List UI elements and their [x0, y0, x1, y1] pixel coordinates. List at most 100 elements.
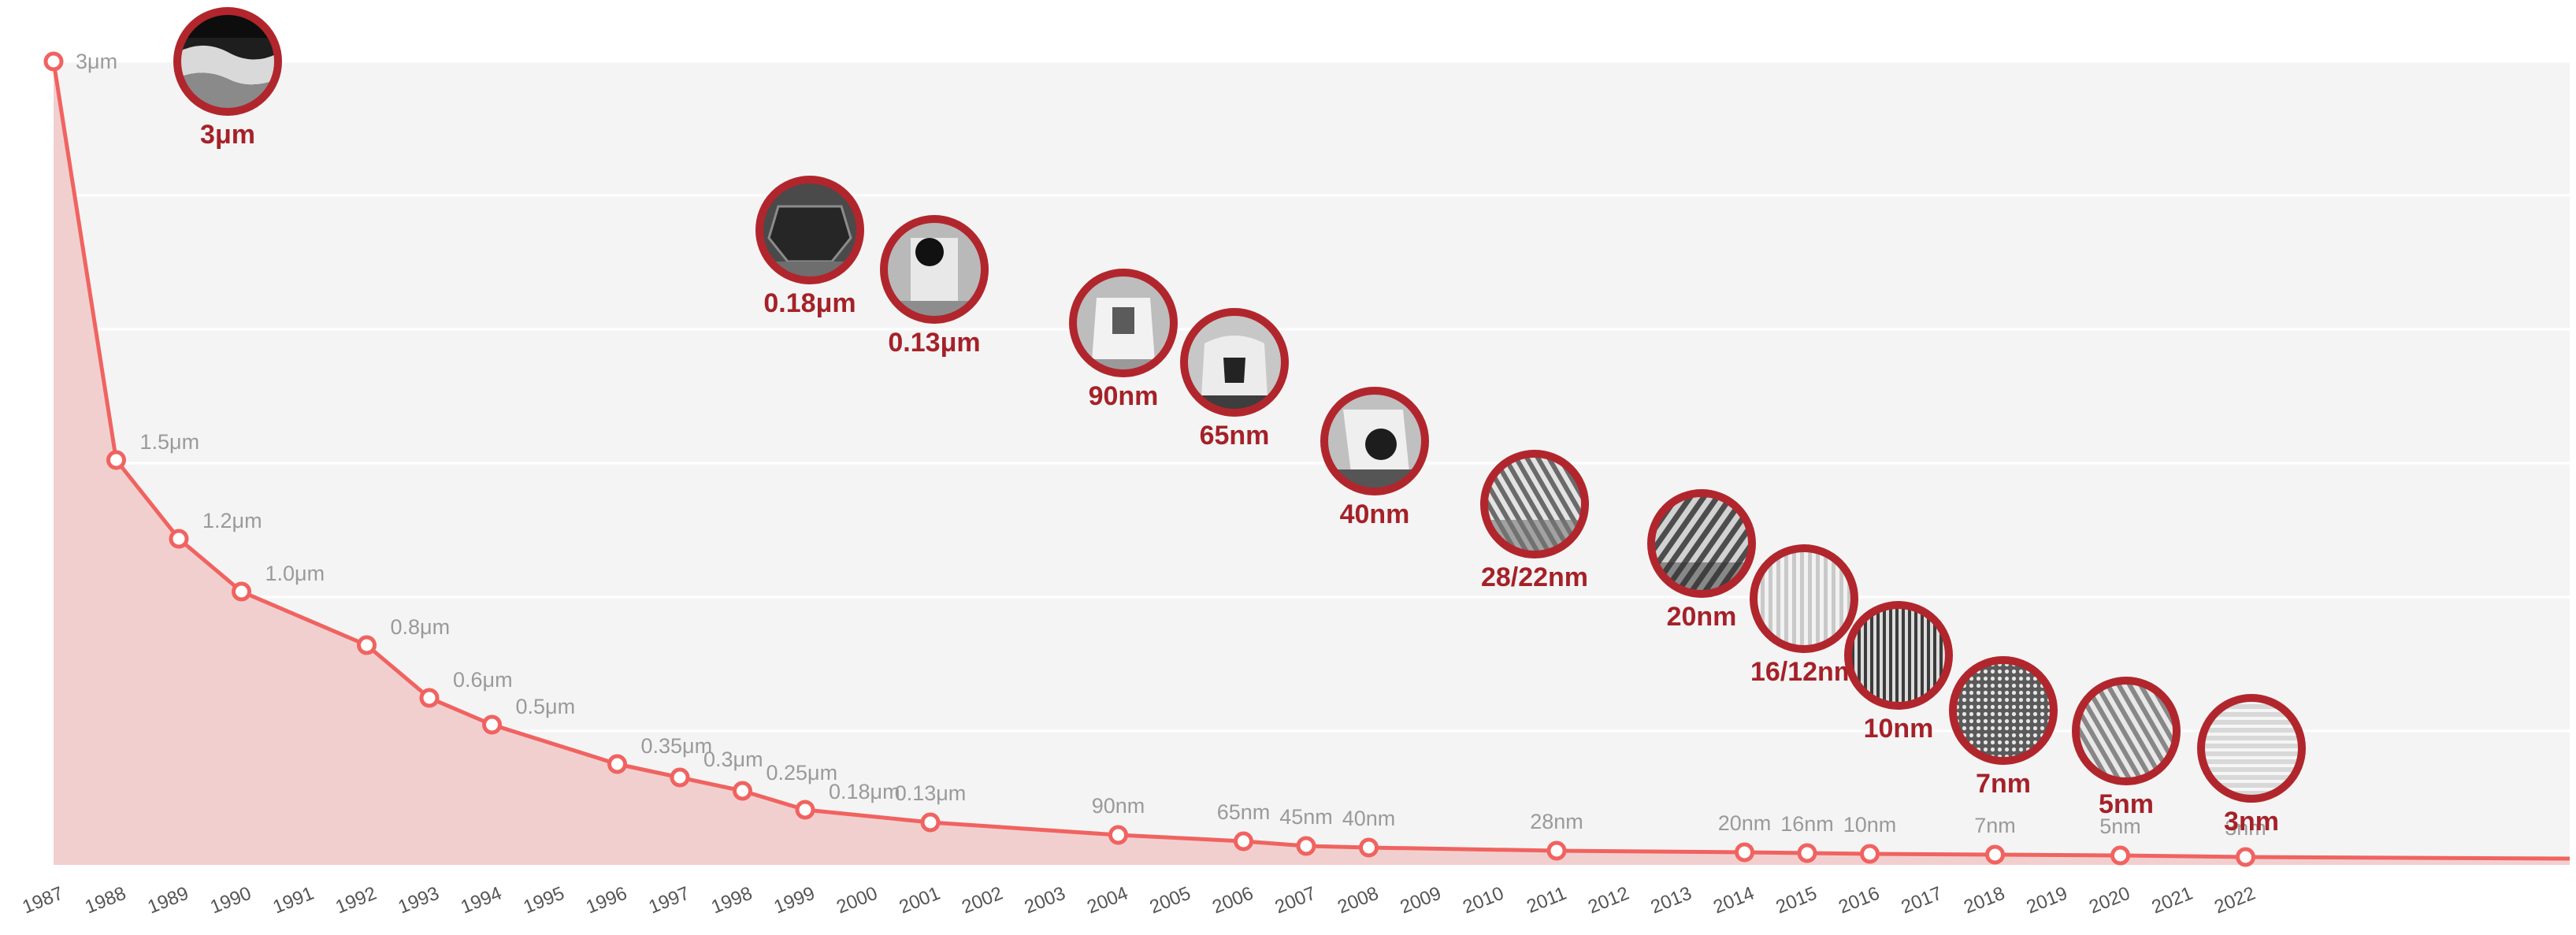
x-tick-label: 2005 [1147, 883, 1194, 918]
x-tick-label: 2004 [1084, 883, 1131, 918]
data-point[interactable] [1234, 831, 1253, 852]
area-fill [54, 61, 2570, 865]
point-label: 5nm [2099, 814, 2141, 838]
point-label: 0.8μm [391, 615, 451, 639]
data-point[interactable] [1359, 837, 1379, 858]
data-point[interactable] [670, 767, 690, 788]
data-point[interactable] [419, 688, 440, 708]
data-point[interactable] [733, 781, 752, 801]
badge-ring [2197, 694, 2306, 803]
badge-label: 16/12nm [1750, 657, 1858, 687]
data-point[interactable] [482, 714, 502, 735]
data-point[interactable] [1797, 843, 1817, 863]
badge-label: 10nm [1864, 714, 1934, 744]
badge-ring [755, 176, 864, 284]
x-tick-label: 2009 [1397, 883, 1445, 918]
point-label: 40nm [1342, 807, 1396, 830]
badge-ring [1750, 544, 1858, 653]
point-label: 3nm [2225, 816, 2266, 840]
point-label: 1.0μm [265, 562, 325, 585]
badge-ring [1949, 656, 2058, 765]
badge-ring [1647, 489, 1756, 598]
badge-label: 0.13μm [888, 328, 980, 358]
x-tick-label: 2006 [1209, 883, 1256, 918]
badge-ring [1180, 308, 1289, 417]
x-tick-label: 1994 [458, 883, 505, 918]
data-points [43, 51, 2255, 867]
x-tick-label: 2021 [2149, 883, 2196, 918]
point-label: 0.25μm [766, 761, 838, 785]
x-tick-label: 2019 [2024, 883, 2071, 918]
x-tick-label: 1998 [708, 883, 755, 918]
point-label: 16nm [1780, 812, 1834, 836]
node-badge: 0.18μm [755, 176, 864, 318]
point-label: 90nm [1092, 794, 1145, 818]
x-tick-label: 1996 [583, 883, 630, 918]
data-point[interactable] [1546, 840, 1567, 861]
node-badge: 20nm [1647, 489, 1756, 632]
area-series [54, 61, 2570, 865]
data-point[interactable] [232, 581, 251, 602]
data-point[interactable] [106, 450, 126, 470]
node-badge: 5nm [2072, 677, 2181, 819]
point-labels: 3μm1.5μm1.2μm1.0μm0.8μm0.6μm0.5μm0.35μm0… [76, 50, 2266, 840]
badge-label: 90nm [1089, 381, 1159, 411]
x-tick-label: 1995 [521, 883, 568, 918]
data-point[interactable] [920, 812, 941, 833]
badge-label: 3μm [200, 120, 255, 150]
point-label: 0.5μm [516, 695, 576, 718]
x-tick-label: 2010 [1460, 883, 1507, 918]
data-point[interactable] [169, 529, 189, 549]
data-point[interactable] [43, 51, 64, 72]
data-point[interactable] [1108, 825, 1128, 845]
node-badge: 10nm [1844, 601, 1953, 744]
badge-ring [1480, 450, 1589, 558]
point-label: 7nm [1974, 814, 2016, 837]
x-tick-label: 1987 [20, 883, 67, 918]
node-badge: 3nm [2197, 694, 2306, 837]
node-badge: 28/22nm [1480, 450, 1589, 592]
x-tick-label: 2020 [2086, 883, 2133, 918]
node-badges: 3μm 0.18μm 0.13μm 90nm 65nm 40nm 28/22nm 20nm 16… [173, 7, 2306, 837]
badge-label: 7nm [1976, 769, 2031, 799]
x-tick-label: 2018 [1961, 883, 2008, 918]
data-point[interactable] [1735, 842, 1754, 863]
x-tick-label: 1997 [646, 883, 693, 918]
x-tick-label: 1990 [207, 883, 254, 918]
data-point[interactable] [1860, 844, 1880, 864]
node-badge: 65nm [1180, 308, 1289, 451]
point-label: 0.3μm [703, 748, 763, 771]
point-label: 28nm [1530, 810, 1583, 833]
point-label: 0.18μm [829, 780, 900, 803]
point-label: 0.35μm [641, 734, 713, 758]
badge-ring [1844, 601, 1953, 710]
data-point[interactable] [1296, 836, 1316, 856]
x-tick-label: 2022 [2211, 883, 2259, 918]
data-point[interactable] [607, 754, 627, 774]
data-point[interactable] [2236, 847, 2255, 867]
x-tick-label: 2002 [959, 883, 1006, 918]
badge-label: 5nm [2099, 789, 2154, 819]
x-tick-label: 2001 [896, 883, 944, 918]
data-point[interactable] [357, 635, 377, 655]
x-tick-label: 1999 [771, 883, 818, 918]
data-point[interactable] [1985, 844, 2005, 865]
node-badge: 3μm [173, 7, 282, 150]
badge-label: 28/22nm [1481, 562, 1588, 592]
point-label: 20nm [1718, 811, 1772, 835]
data-point[interactable] [2110, 845, 2130, 866]
badge-label: 65nm [1200, 421, 1270, 451]
badge-label: 20nm [1667, 602, 1737, 632]
x-tick-label: 2013 [1648, 883, 1695, 918]
x-tick-label: 2007 [1272, 883, 1320, 918]
x-tick-label: 2014 [1710, 883, 1758, 918]
data-point[interactable] [795, 800, 815, 820]
node-badge: 0.13μm [880, 215, 989, 358]
badge-ring [1069, 269, 1178, 377]
x-tick-label: 2012 [1585, 883, 1632, 918]
badge-ring [1320, 387, 1429, 495]
x-tick-label: 2015 [1773, 883, 1821, 918]
x-tick-label: 2016 [1835, 883, 1883, 918]
